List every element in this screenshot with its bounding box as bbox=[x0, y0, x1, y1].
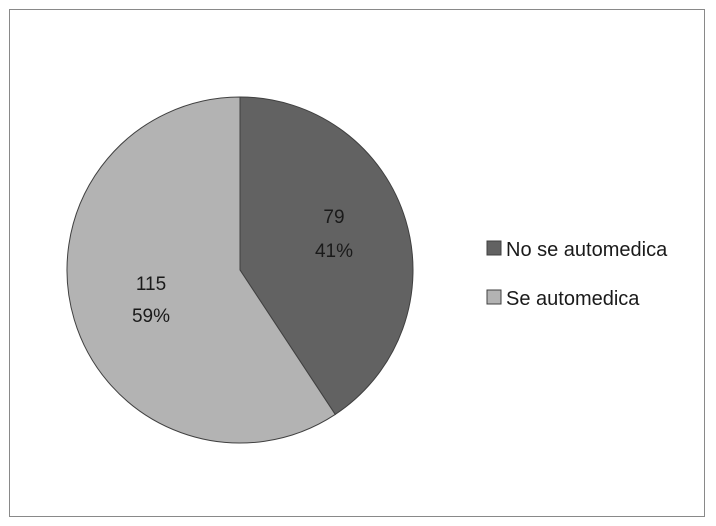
legend-entry-no-se-automedica: No se automedica bbox=[486, 239, 668, 261]
pie-slices bbox=[66, 96, 414, 444]
slice-percent-label-1: 59% bbox=[132, 306, 170, 327]
pie-slice-se-automedica bbox=[66, 96, 336, 444]
slice-label-se-automedica: 115 59% bbox=[132, 274, 170, 327]
legend-swatch-1 bbox=[486, 289, 502, 305]
legend-entry-se-automedica: Se automedica bbox=[486, 288, 640, 310]
legend-swatch-0 bbox=[486, 240, 502, 256]
legend-label-1: Se automedica bbox=[506, 288, 640, 310]
slice-value-label-1: 115 bbox=[136, 274, 166, 295]
slice-percent-label-0: 41% bbox=[315, 241, 353, 262]
slice-label-no-se-automedica: 79 41% bbox=[315, 207, 353, 262]
slice-value-label-0: 79 bbox=[323, 207, 344, 228]
legend: No se automedica Se automedica bbox=[486, 239, 668, 310]
legend-label-0: No se automedica bbox=[506, 239, 668, 261]
